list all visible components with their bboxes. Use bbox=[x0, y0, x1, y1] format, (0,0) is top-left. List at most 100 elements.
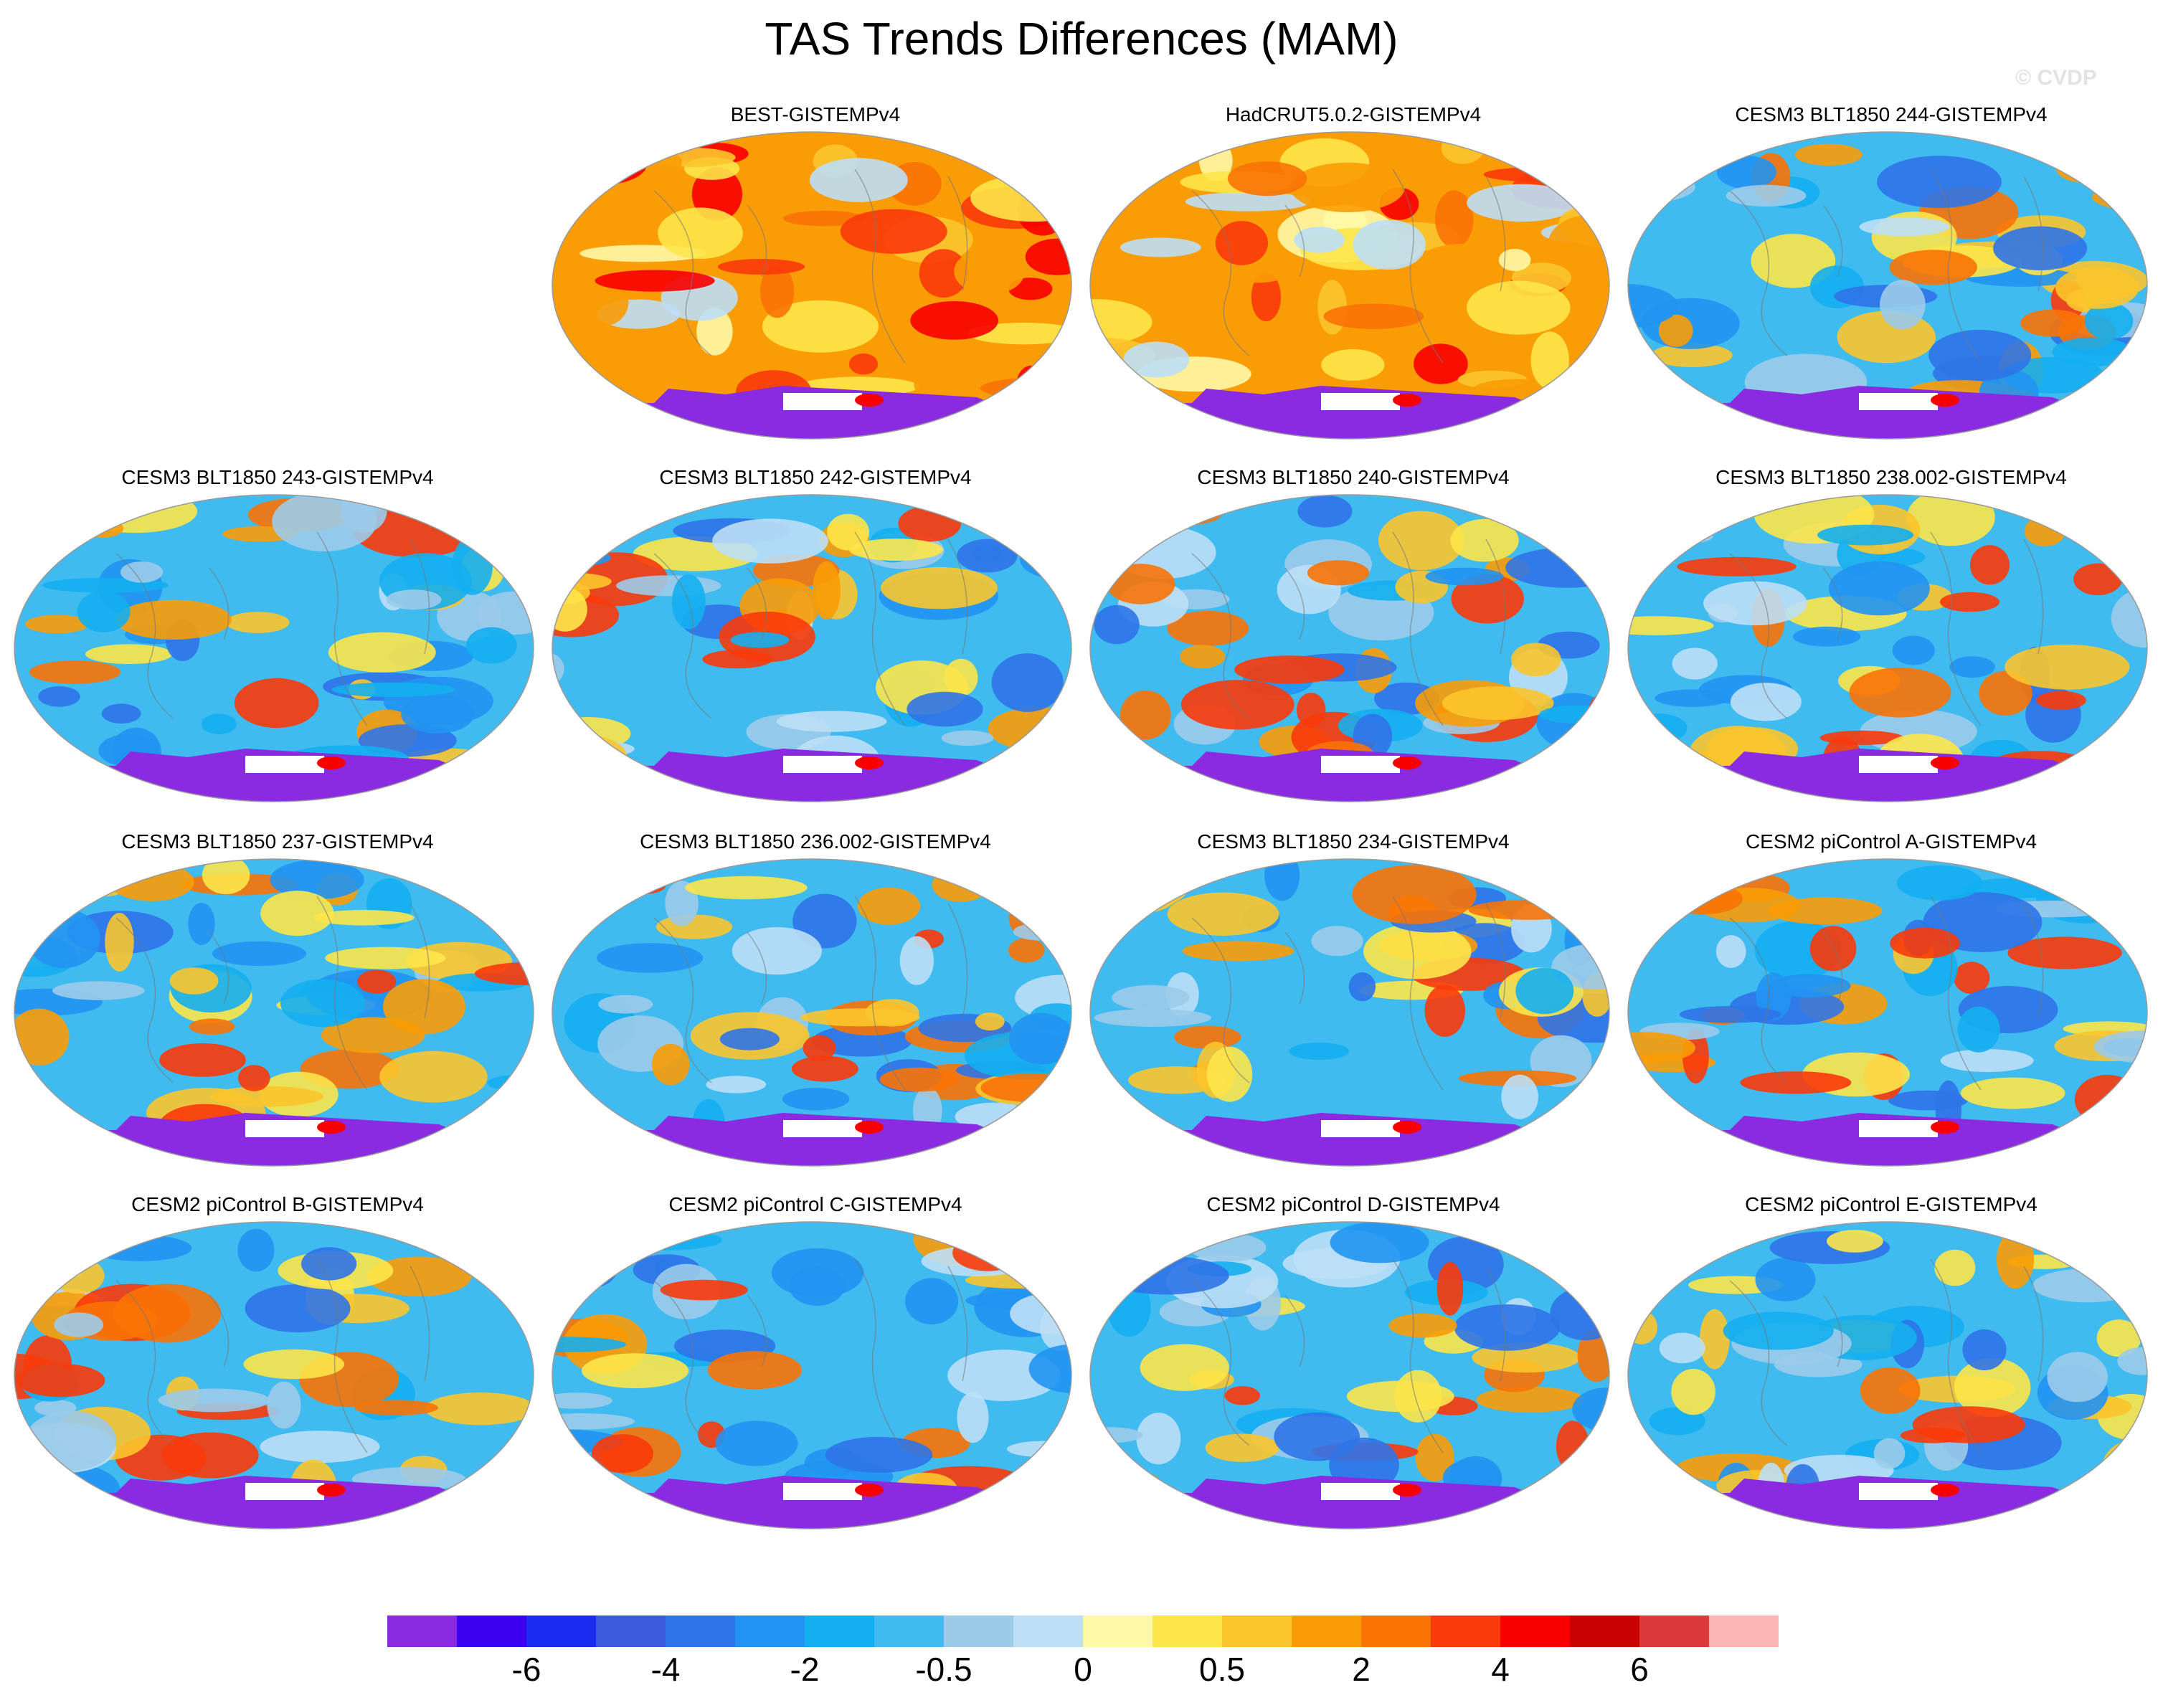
anomaly-blob bbox=[1628, 367, 1667, 392]
coastline bbox=[115, 896, 430, 1091]
anomaly-blob bbox=[367, 1256, 472, 1297]
map-panel: CESM3 BLT1850 243-GISTEMPv4 bbox=[9, 465, 546, 816]
panel-title: CESM2 piControl E-GISTEMPv4 bbox=[1745, 1193, 2037, 1215]
coastline bbox=[1191, 1258, 1506, 1453]
anomaly-blob bbox=[1123, 341, 1190, 378]
anomaly-blob bbox=[957, 539, 1018, 573]
map-panel: CESM3 BLT1850 234-GISTEMPv4 bbox=[1084, 829, 1622, 1180]
anomaly-blob bbox=[601, 1230, 723, 1251]
anomaly-blob bbox=[715, 1420, 798, 1466]
map-panel: CESM2 piControl B-GISTEMPv4 bbox=[9, 1192, 546, 1543]
anomaly-blob bbox=[1016, 366, 1046, 407]
map-panel: CESM2 piControl E-GISTEMPv4 bbox=[1622, 1192, 2160, 1543]
antarctic-peninsula bbox=[1931, 756, 1959, 769]
anomaly-blob bbox=[115, 599, 232, 640]
anomaly-blob bbox=[1906, 495, 1995, 546]
anomaly-blob bbox=[1348, 972, 1376, 1002]
anomaly-blob bbox=[260, 1431, 380, 1463]
coastline bbox=[115, 531, 430, 726]
anomaly-blob bbox=[1023, 146, 1071, 181]
anomaly-blob bbox=[1182, 941, 1295, 962]
anomaly-blob bbox=[44, 1247, 87, 1279]
anomaly-blob bbox=[1414, 243, 1509, 290]
anomaly-blob bbox=[1819, 730, 1904, 745]
anomaly-blob bbox=[2052, 337, 2134, 367]
coastline bbox=[653, 169, 968, 364]
coastline bbox=[1191, 896, 1506, 1091]
map-svg bbox=[1089, 858, 1610, 1167]
anomaly-blob bbox=[280, 979, 365, 1028]
anomaly-blob bbox=[552, 1222, 604, 1278]
anomaly-blob bbox=[1954, 1357, 2031, 1418]
anomaly-blob bbox=[1205, 1433, 1279, 1462]
anomaly-blob bbox=[159, 1043, 246, 1077]
anomaly-blob bbox=[489, 1228, 534, 1287]
anomaly-blob bbox=[827, 513, 869, 551]
panel-title: CESM3 BLT1850 244-GISTEMPv4 bbox=[1735, 103, 2048, 125]
anomaly-blob bbox=[2050, 495, 2120, 536]
anomaly-blob bbox=[1028, 1344, 1071, 1394]
anomaly-blob bbox=[691, 167, 742, 222]
anomaly-blob bbox=[1363, 924, 1472, 979]
anomaly-blob bbox=[591, 1434, 653, 1474]
anomaly-blob bbox=[1251, 272, 1282, 322]
anomaly-blob bbox=[1189, 1233, 1267, 1262]
anomaly-blob bbox=[1120, 690, 1171, 740]
anomaly-blob bbox=[1551, 944, 1609, 990]
anomaly-blob bbox=[552, 141, 622, 188]
anomaly-blob bbox=[1949, 656, 1995, 678]
anomaly-blob bbox=[313, 910, 415, 926]
anomaly-blob bbox=[1954, 962, 1990, 995]
anomaly-blob bbox=[212, 941, 306, 967]
anomaly-blob bbox=[1962, 1329, 2007, 1370]
anomaly-blob bbox=[952, 1234, 1023, 1271]
anomaly-blob bbox=[1827, 1230, 1883, 1253]
anomaly-blob bbox=[552, 735, 628, 780]
anomaly-blob bbox=[597, 943, 704, 973]
coastline bbox=[1191, 169, 1506, 364]
anomaly-blob bbox=[1969, 545, 2010, 585]
anomaly-blob bbox=[905, 1278, 959, 1325]
anomaly-blob bbox=[1723, 1311, 1834, 1350]
anomaly-blob bbox=[1136, 1413, 1181, 1465]
anomaly-blob bbox=[1628, 1441, 1652, 1456]
anomaly-blob bbox=[234, 678, 319, 729]
anomaly-blob bbox=[2117, 1347, 2147, 1375]
anomaly-blob bbox=[782, 1088, 850, 1111]
anomaly-blob bbox=[941, 730, 994, 746]
anomaly-blob bbox=[88, 1235, 192, 1261]
anomaly-blob bbox=[1297, 495, 1353, 528]
anomaly-blob bbox=[120, 561, 164, 583]
missing-data-patch bbox=[783, 393, 862, 410]
anomaly-blob bbox=[2032, 1268, 2142, 1303]
antarctic-peninsula bbox=[855, 756, 884, 769]
anomaly-blob bbox=[954, 248, 1025, 295]
anomaly-blob bbox=[1960, 1077, 2065, 1109]
anomaly-blob bbox=[1515, 967, 1574, 1015]
anomaly-blob bbox=[243, 1349, 345, 1380]
panel-title: CESM2 piControl D-GISTEMPv4 bbox=[1206, 1193, 1500, 1215]
colorbar-swatch bbox=[1153, 1616, 1223, 1647]
anomaly-blob bbox=[1794, 143, 1863, 166]
map-panel: CESM2 piControl C-GISTEMPv4 bbox=[546, 1192, 1084, 1543]
map-border bbox=[1627, 1221, 2148, 1529]
anomaly-blob bbox=[1025, 238, 1071, 275]
anomaly-blob bbox=[1659, 1332, 1705, 1364]
anomaly-blob bbox=[1112, 985, 1190, 1010]
anomaly-blob bbox=[401, 694, 475, 734]
anomaly-blob bbox=[1716, 156, 1776, 189]
missing-data-patch bbox=[245, 1120, 324, 1137]
anomaly-blob bbox=[1167, 892, 1279, 936]
anomaly-blob bbox=[2055, 267, 2139, 309]
anomaly-blob bbox=[1628, 1079, 1642, 1109]
map-svg bbox=[1627, 858, 2148, 1167]
anomaly-blob bbox=[1307, 560, 1370, 586]
anomaly-blob bbox=[1013, 923, 1071, 941]
anomaly-blob bbox=[1628, 283, 1679, 328]
anomaly-blob bbox=[1679, 1006, 1781, 1023]
anomaly-blob bbox=[1530, 331, 1569, 389]
anomaly-blob bbox=[1294, 227, 1345, 253]
panel-title: CESM3 BLT1850 242-GISTEMPv4 bbox=[659, 466, 972, 488]
missing-data-patch bbox=[783, 1483, 862, 1500]
coastline bbox=[653, 531, 968, 726]
